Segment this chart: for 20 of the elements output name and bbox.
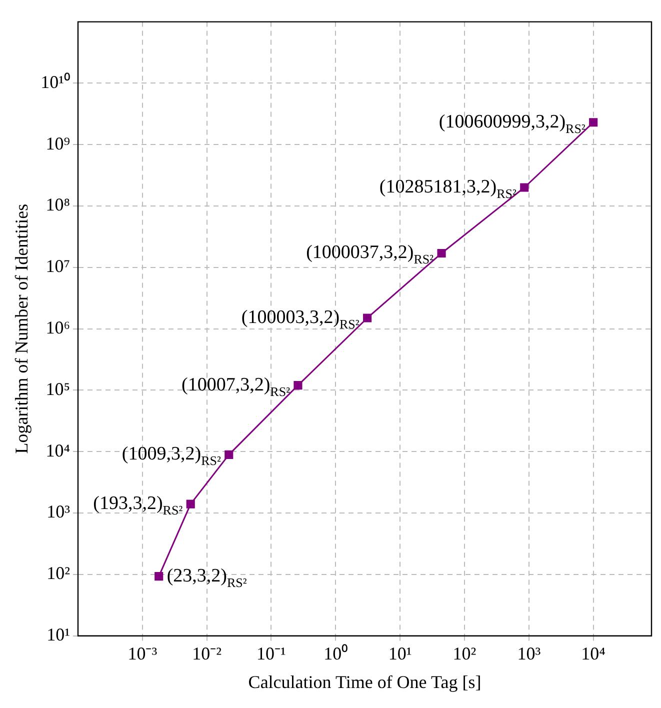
y-tick-label: 10⁸	[46, 194, 70, 215]
y-tick-label: 10⁴	[46, 440, 70, 460]
y-tick-label: 10⁹	[46, 133, 70, 154]
y-tick-label: 10¹⁰	[40, 72, 70, 92]
x-tick-label: 10⁻¹	[256, 643, 286, 664]
x-tick-label: 10²	[452, 643, 476, 664]
x-tick-label: 10⁻³	[128, 643, 158, 664]
x-tick-label: 10⁻²	[192, 643, 222, 664]
y-tick-label: 10¹	[46, 624, 70, 645]
x-axis-title: Calculation Time of One Tag [s]	[248, 672, 482, 692]
y-tick-label: 10³	[46, 502, 71, 522]
y-tick-label: 10⁵	[46, 378, 70, 399]
y-tick-label: 10⁷	[46, 256, 70, 276]
y-tick-label: 10⁶	[46, 318, 70, 338]
x-tick-label: 10³	[517, 643, 542, 664]
x-tick-label: 10¹	[388, 643, 412, 664]
y-axis-title: Logarithm of Number of Identities	[12, 204, 32, 454]
x-tick-label: 10⁴	[581, 643, 606, 664]
y-tick-label: 10²	[46, 563, 70, 584]
x-tick-label: 10⁰	[324, 643, 348, 664]
